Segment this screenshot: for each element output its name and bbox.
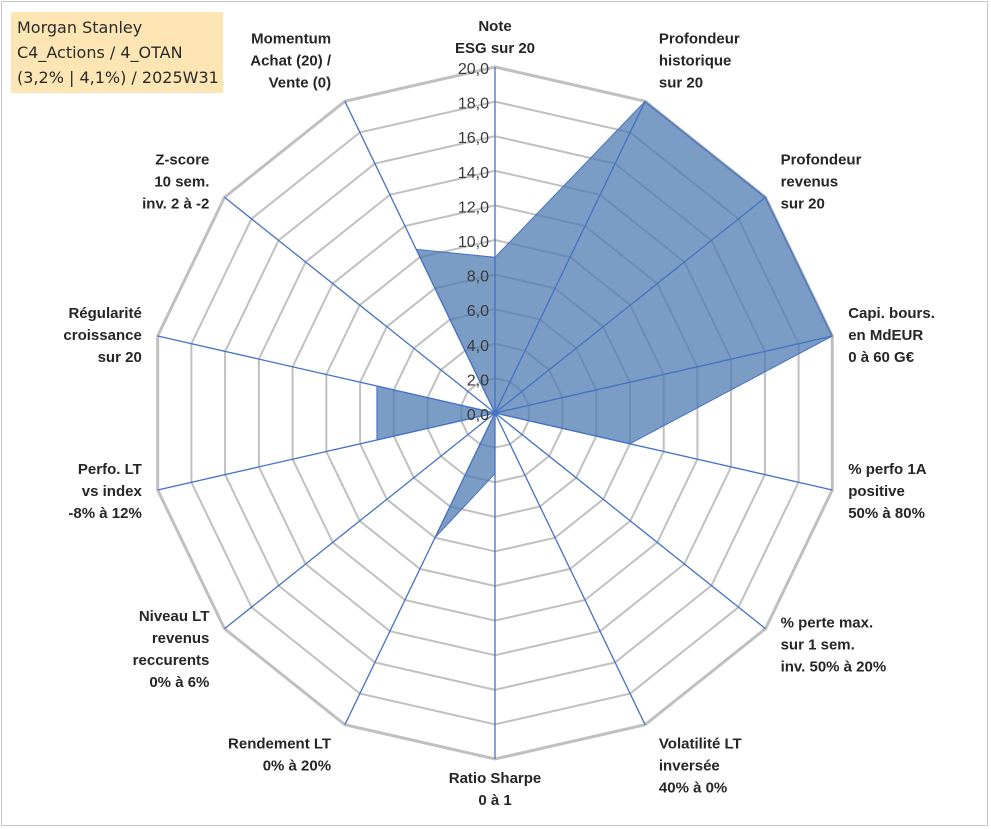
tick-label: 18,0	[458, 96, 489, 113]
axis-spoke	[494, 101, 646, 414]
axis-label: Profondeur historique sur 20	[659, 31, 740, 92]
axis-spoke	[494, 412, 833, 491]
axis-spoke	[344, 412, 496, 725]
title-line-3: (3,2% | 4,1%) / 2025W31	[17, 68, 219, 87]
tick-label: 2,0	[467, 372, 489, 389]
tick-label: 16,0	[458, 130, 489, 147]
axis-spoke	[224, 412, 496, 630]
title-line-1: Morgan Stanley	[17, 18, 143, 37]
axis-spoke	[494, 335, 833, 414]
axis-spoke	[494, 196, 766, 414]
tick-label: 6,0	[467, 303, 489, 320]
axis-spoke	[157, 335, 496, 414]
tick-label: 8,0	[467, 269, 489, 286]
axis-label: Momentum Achat (20) / Vente (0)	[250, 31, 332, 92]
axis-label: Rendement LT 0% à 20%	[228, 735, 331, 774]
chart-title-box: Morgan Stanley C4_Actions / 4_OTAN (3,2%…	[11, 12, 223, 93]
axis-spoke	[494, 412, 766, 630]
axis-label: Niveau LT revenus reccurents 0% à 6%	[133, 608, 210, 691]
tick-label: 14,0	[458, 165, 489, 182]
axis-label: % perfo 1A positive 50% à 80%	[848, 461, 927, 522]
tick-label: 12,0	[458, 199, 489, 216]
tick-label: 0,0	[467, 407, 489, 424]
title-line-2: C4_Actions / 4_OTAN	[17, 43, 183, 62]
axis-spoke	[494, 412, 646, 725]
axis-label: Régularité croissance sur 20	[63, 305, 141, 366]
tick-label: 4,0	[467, 338, 489, 355]
axis-label: Capi. bours. en MdEUR 0 à 60 G€	[848, 305, 935, 366]
axis-label: Perfo. LT vs index -8% à 12%	[68, 461, 142, 522]
axis-label: Volatilité LT inversée 40% à 0%	[659, 735, 742, 796]
tick-label: 20,0	[458, 61, 489, 78]
axis-label: Ratio Sharpe 0 à 1	[449, 770, 542, 809]
axis-spoke	[157, 412, 496, 491]
axis-label: % perte max. sur 1 sem. inv. 50% à 20%	[781, 614, 887, 675]
axis-spoke	[224, 196, 496, 414]
axis-label: Z-score 10 sem. inv. 2 à -2	[142, 152, 209, 213]
axis-spoke	[344, 101, 496, 414]
tick-label: 10,0	[458, 234, 489, 251]
axis-label: Profondeur revenus sur 20	[781, 152, 862, 213]
axis-label: Note ESG sur 20	[455, 18, 535, 57]
